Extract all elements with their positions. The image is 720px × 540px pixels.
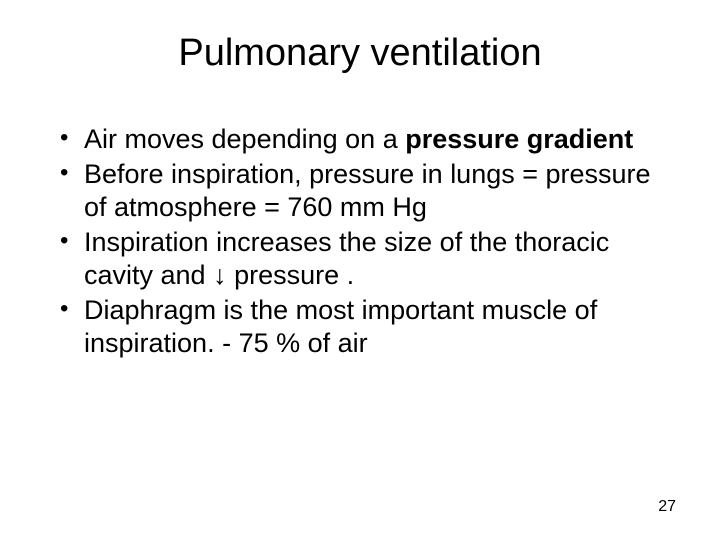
bullet-text-pre: Diaphragm is the most important muscle o… — [84, 295, 597, 358]
bullet-text-pre: Before inspiration, pressure in lungs = … — [84, 159, 651, 222]
list-item: Diaphragm is the most important muscle o… — [64, 294, 660, 360]
list-item: Inspiration increases the size of the th… — [64, 226, 660, 292]
list-item: Before inspiration, pressure in lungs = … — [64, 158, 660, 224]
list-item: Air moves depending on a pressure gradie… — [64, 123, 660, 156]
slide: Pulmonary ventilation Air moves dependin… — [0, 0, 720, 540]
slide-title: Pulmonary ventilation — [40, 32, 680, 75]
page-number: 27 — [658, 498, 676, 516]
bullet-list: Air moves depending on a pressure gradie… — [64, 123, 660, 360]
slide-content: Air moves depending on a pressure gradie… — [40, 123, 680, 360]
bullet-text-pre: Inspiration increases the size of the th… — [84, 227, 609, 290]
bullet-text-pre: Air moves depending on a — [84, 124, 405, 154]
bullet-text-bold: pressure gradient — [405, 124, 633, 154]
